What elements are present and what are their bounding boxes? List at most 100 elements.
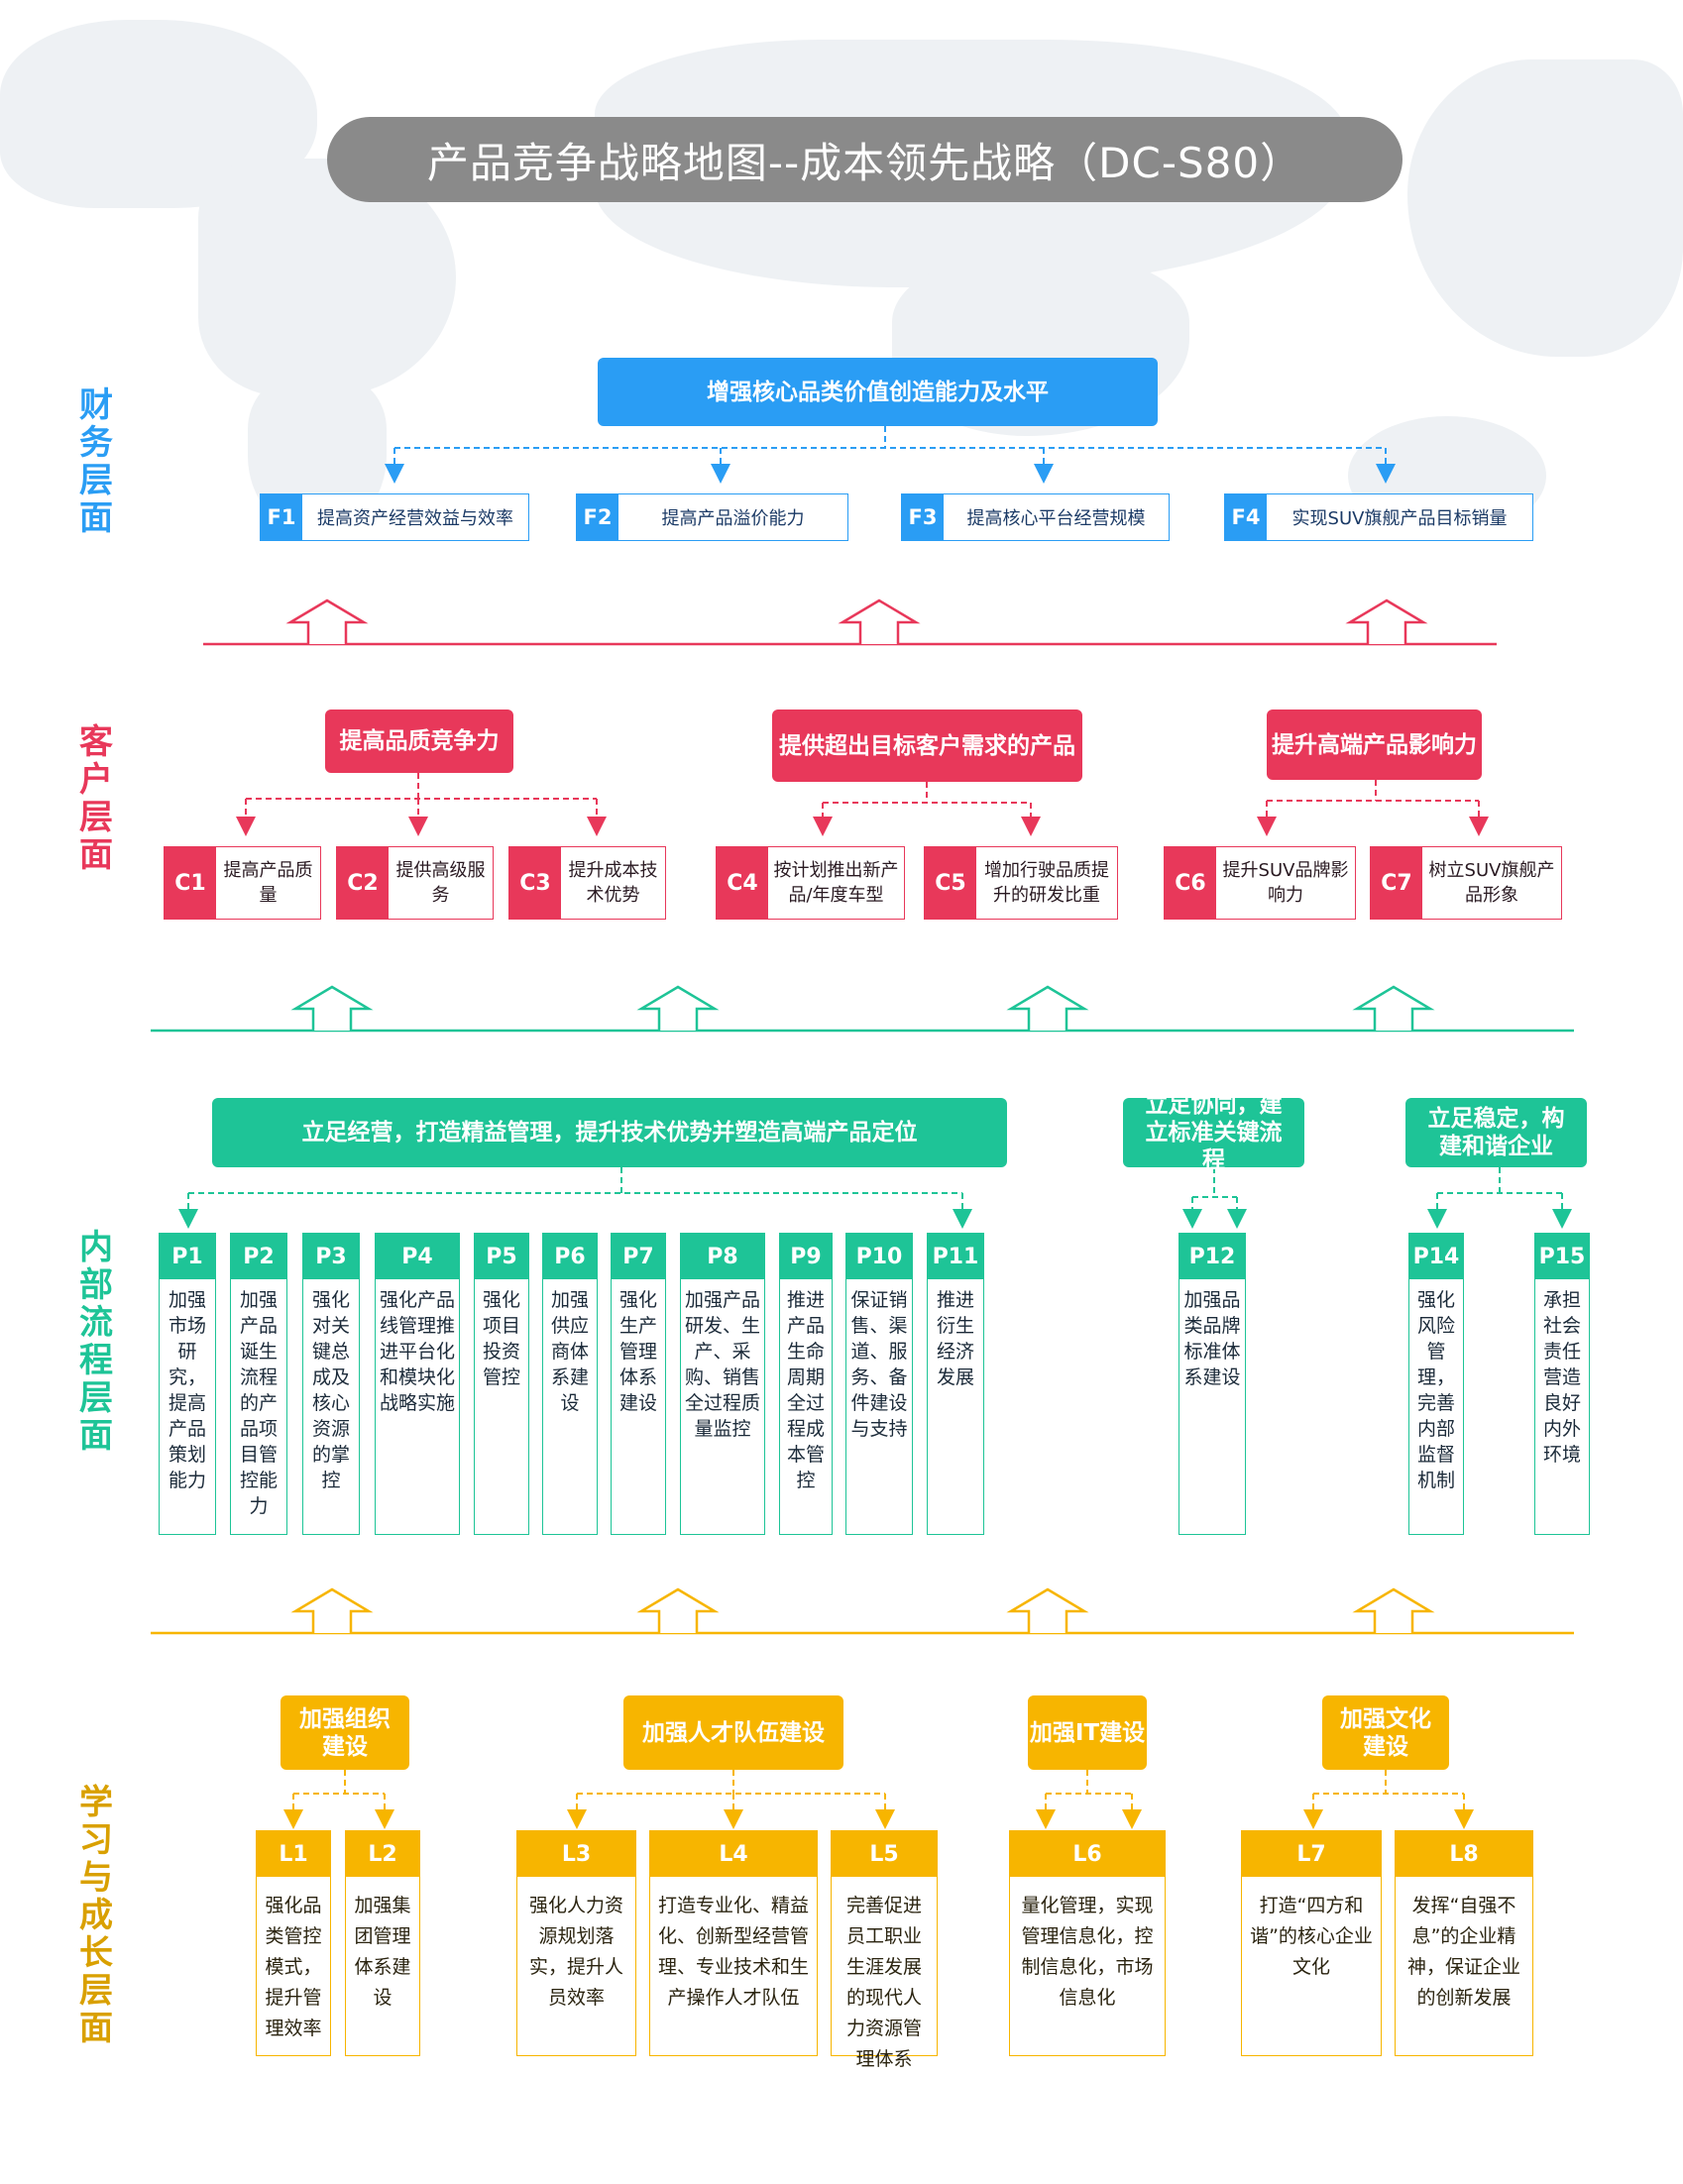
customer-item-c2: C2 提供高级服务: [336, 846, 494, 920]
process-item-p15: P15 承担社会责任营造良好内外环境: [1534, 1233, 1590, 1535]
item-id: L2: [346, 1831, 419, 1877]
item-id: P11: [928, 1234, 983, 1279]
process-item-p1: P1 加强市场研究，提高产品策划能力: [159, 1233, 216, 1535]
process-item-p7: P7 强化生产管理体系建设: [611, 1233, 666, 1535]
item-text: 打造专业化、精益化、创新型经营管理、专业技术和生产操作人才队伍: [657, 1895, 809, 2009]
learning-item-l7: L7 打造“四方和谐”的核心企业文化: [1241, 1830, 1382, 2056]
process-item-p9: P9 推进产品生命周期全过程成本管控: [779, 1233, 833, 1535]
learning-group-it: 加强IT建设: [1028, 1695, 1147, 1770]
item-text: 保证销售、渠道、服务、备件建设与支持: [850, 1289, 908, 1440]
item-text: 加强产品研发、生产、采购、销售全过程质量监控: [685, 1289, 761, 1440]
learning-group-culture: 加强文化建设: [1322, 1695, 1449, 1770]
layer-label-finance: 财务层面: [79, 385, 113, 538]
item-id: P3: [303, 1234, 359, 1279]
item-text: 强化人力资源规划落实，提升人员效率: [528, 1895, 623, 2009]
item-id: L3: [517, 1831, 635, 1877]
item-text: 提高核心平台经营规模: [966, 508, 1146, 529]
process-group-operations: 立足经营，打造精益管理，提升技术优势并塑造高端产品定位: [212, 1098, 1007, 1167]
item-id: C7: [1371, 847, 1422, 919]
item-id: P8: [681, 1234, 764, 1279]
item-text: 按计划推出新产品/年度车型: [773, 860, 899, 906]
customer-item-c6: C6 提升SUV品牌影响力: [1164, 846, 1356, 920]
item-id: C4: [717, 847, 768, 919]
process-item-p6: P6 加强供应商体系建设: [542, 1233, 598, 1535]
item-text: 强化生产管理体系建设: [618, 1289, 657, 1414]
item-text: 加强产品诞生流程的产品项目管控能力: [239, 1289, 278, 1517]
item-id: C5: [925, 847, 976, 919]
item-id: P4: [376, 1234, 459, 1279]
customer-group-quality: 提高品质竞争力: [325, 710, 513, 773]
item-text: 完善促进员工职业生涯发展的现代人力资源管理体系: [845, 1895, 922, 2070]
finance-item-f3: F3 提高核心平台经营规模: [901, 493, 1170, 541]
process-item-p8: P8 加强产品研发、生产、采购、销售全过程质量监控: [680, 1233, 765, 1535]
page-title: 产品竞争战略地图--成本领先战略（DC-S80）: [327, 117, 1402, 202]
item-id: C2: [337, 847, 389, 919]
finance-item-f1: F1 提高资产经营效益与效率: [260, 493, 529, 541]
item-id: C3: [509, 847, 561, 919]
item-text: 提升成本技术优势: [568, 860, 658, 906]
item-text: 推进衍生经济发展: [936, 1289, 974, 1388]
item-text: 提升SUV品牌影响力: [1222, 860, 1349, 906]
item-id: C1: [165, 847, 216, 919]
process-item-p14: P14 强化风险管理，完善内部监督机制: [1408, 1233, 1464, 1535]
process-item-p4: P4 强化产品线管理推进平台化和模块化战略实施: [375, 1233, 460, 1535]
item-id: P10: [846, 1234, 912, 1279]
item-id: P15: [1535, 1234, 1589, 1279]
learning-item-l6: L6 量化管理，实现管理信息化，控制信息化，市场信息化: [1009, 1830, 1166, 2056]
learning-item-l8: L8 发挥“自强不息”的企业精神，保证企业的创新发展: [1395, 1830, 1533, 2056]
customer-group-products: 提供超出目标客户需求的产品: [772, 710, 1082, 782]
item-id: L1: [257, 1831, 330, 1877]
learning-item-l1: L1 强化品类管控模式，提升管理效率: [256, 1830, 331, 2056]
item-text: 提供高级服务: [395, 860, 486, 906]
item-text: 打造“四方和谐”的核心企业文化: [1250, 1895, 1373, 1978]
item-id: P6: [543, 1234, 597, 1279]
finance-item-f2: F2 提高产品溢价能力: [576, 493, 848, 541]
item-id: L8: [1396, 1831, 1532, 1877]
learning-group-talent: 加强人才队伍建设: [623, 1695, 843, 1770]
item-id: P14: [1409, 1234, 1463, 1279]
layer-label-learning: 学习与成长层面: [79, 1783, 113, 2048]
customer-group-high-end: 提升高端产品影响力: [1267, 710, 1482, 780]
item-id: P9: [780, 1234, 832, 1279]
learning-item-l3: L3 强化人力资源规划落实，提升人员效率: [516, 1830, 636, 2056]
finance-goal: 增强核心品类价值创造能力及水平: [598, 358, 1158, 426]
process-item-p3: P3 强化对关键总成及核心资源的掌控: [302, 1233, 360, 1535]
item-text: 加强集团管理体系建设: [354, 1895, 411, 2009]
customer-item-c4: C4 按计划推出新产品/年度车型: [716, 846, 905, 920]
item-text: 增加行驶品质提升的研发比重: [984, 860, 1109, 906]
process-group-collaboration: 立足协同，建立标准关键流程: [1123, 1092, 1304, 1173]
process-item-p2: P2 加强产品诞生流程的产品项目管控能力: [230, 1233, 287, 1535]
item-text: 提高资产经营效益与效率: [317, 508, 513, 529]
item-text: 发挥“自强不息”的企业精神，保证企业的创新发展: [1406, 1895, 1520, 2009]
item-id: L5: [832, 1831, 937, 1877]
item-text: 强化品类管控模式，提升管理效率: [265, 1895, 322, 2039]
learning-item-l2: L2 加强集团管理体系建设: [345, 1830, 420, 2056]
item-id: F2: [577, 494, 618, 540]
item-text: 量化管理，实现管理信息化，控制信息化，市场信息化: [1021, 1895, 1154, 2009]
process-item-p11: P11 推进衍生经济发展: [927, 1233, 984, 1535]
customer-item-c7: C7 树立SUV旗舰产品形象: [1370, 846, 1562, 920]
item-id: C6: [1165, 847, 1216, 919]
item-text: 强化产品线管理推进平台化和模块化战略实施: [380, 1289, 456, 1414]
item-text: 承担社会责任营造良好内外环境: [1542, 1289, 1581, 1466]
customer-item-c5: C5 增加行驶品质提升的研发比重: [924, 846, 1118, 920]
layer-label-customer: 客户层面: [79, 722, 113, 875]
item-id: P1: [160, 1234, 215, 1279]
item-id: L6: [1010, 1831, 1165, 1877]
item-text: 强化风险管理，完善内部监督机制: [1416, 1289, 1455, 1491]
item-text: 加强供应商体系建设: [550, 1289, 589, 1414]
item-text: 实现SUV旗舰产品目标销量: [1291, 508, 1508, 529]
learning-item-l4: L4 打造专业化、精益化、创新型经营管理、专业技术和生产操作人才队伍: [649, 1830, 818, 2056]
item-text: 强化项目投资管控: [482, 1289, 520, 1388]
item-text: 加强市场研究，提高产品策划能力: [168, 1289, 206, 1491]
process-item-p10: P10 保证销售、渠道、服务、备件建设与支持: [845, 1233, 913, 1535]
process-item-p12: P12 加强品类品牌标准体系建设: [1178, 1233, 1246, 1535]
layer-label-process: 内部流程层面: [79, 1228, 113, 1456]
item-text: 强化对关键总成及核心资源的掌控: [311, 1289, 350, 1491]
item-id: P2: [231, 1234, 286, 1279]
item-text: 推进产品生命周期全过程成本管控: [786, 1289, 825, 1491]
customer-item-c1: C1 提高产品质量: [164, 846, 321, 920]
item-id: F3: [902, 494, 944, 540]
item-id: P7: [612, 1234, 665, 1279]
